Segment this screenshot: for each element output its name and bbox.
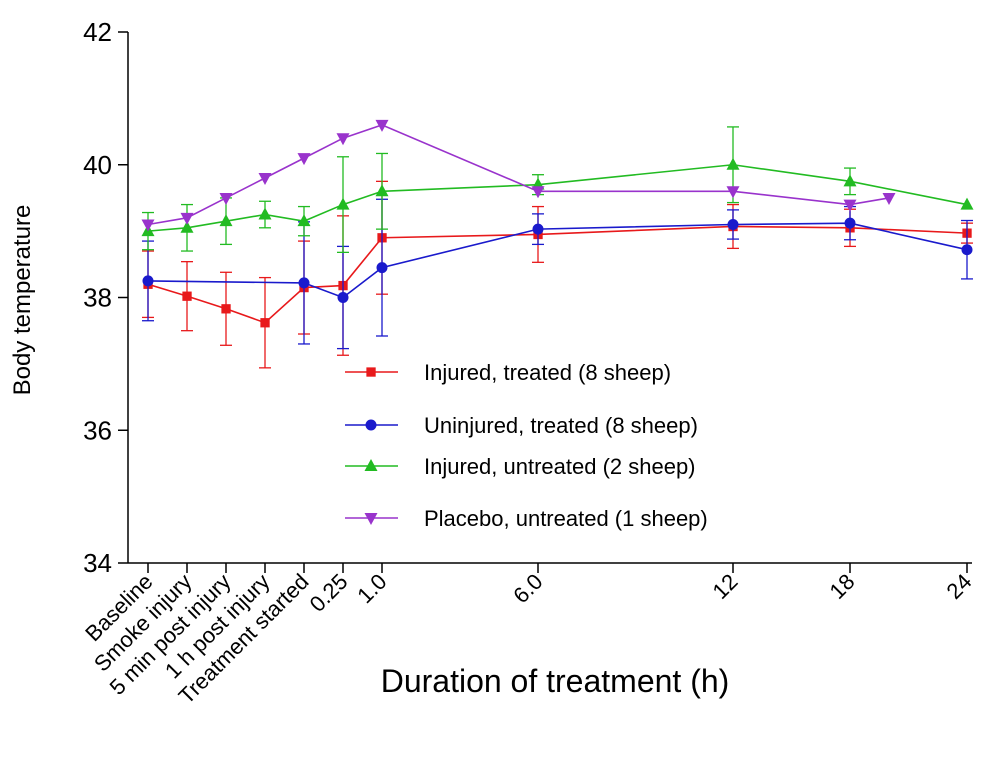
data-point — [182, 291, 192, 301]
legend-label: Uninjured, treated (8 sheep) — [424, 413, 698, 438]
series-line — [147, 225, 968, 324]
legend-label: Placebo, untreated (1 sheep) — [424, 506, 708, 531]
data-point — [297, 153, 311, 166]
data-point — [221, 304, 231, 314]
data-point — [726, 186, 740, 199]
data-point — [726, 157, 740, 170]
series-2 — [142, 198, 973, 350]
data-point — [180, 212, 194, 225]
data-point — [141, 219, 155, 232]
series-3 — [141, 126, 974, 254]
legend-marker — [366, 367, 376, 377]
data-point — [142, 275, 154, 287]
legend: Injured, treated (8 sheep) Uninjured, tre… — [345, 360, 708, 531]
data-point — [219, 192, 233, 205]
data-point — [298, 277, 310, 289]
y-tick-label: 38 — [83, 283, 112, 313]
data-point — [376, 262, 388, 274]
series-line — [147, 222, 968, 299]
x-tick-label: 18 — [825, 569, 860, 604]
data-point — [260, 318, 270, 328]
data-point — [727, 218, 739, 230]
series-4 — [141, 119, 896, 232]
data-point — [375, 119, 389, 132]
data-point — [531, 186, 545, 199]
data-point — [882, 192, 896, 205]
legend-entry: Placebo, untreated (1 sheep) — [345, 506, 708, 531]
legend-entry: Injured, untreated (2 sheep) — [345, 454, 696, 479]
y-axis-label: Body temperature — [9, 205, 36, 396]
data-point — [843, 174, 857, 187]
legend-label: Injured, untreated (2 sheep) — [424, 454, 696, 479]
y-tick-label: 36 — [83, 415, 112, 445]
legend-marker — [364, 513, 378, 525]
legend-marker — [365, 419, 377, 431]
data-point — [843, 199, 857, 212]
data-point — [375, 184, 389, 197]
legend-label: Injured, treated (8 sheep) — [424, 360, 671, 385]
series-layer — [141, 119, 974, 369]
data-point — [961, 244, 973, 256]
data-point — [844, 217, 856, 229]
data-point — [336, 133, 350, 146]
data-point — [532, 223, 544, 235]
data-point — [180, 220, 194, 233]
legend-entry: Injured, treated (8 sheep) — [345, 360, 671, 385]
legend-marker — [364, 459, 378, 471]
y-tick-label: 40 — [83, 150, 112, 180]
y-axis-ticks: 34 36 38 40 42 — [83, 17, 128, 578]
data-point — [219, 214, 233, 227]
x-tick-label: 0.25 — [305, 569, 353, 617]
x-tick-label: 24 — [942, 569, 977, 604]
data-point — [960, 197, 974, 210]
data-point — [297, 214, 311, 227]
data-point — [336, 197, 350, 210]
legend-entry: Uninjured, treated (8 sheep) — [345, 413, 698, 438]
data-point — [258, 173, 272, 186]
x-tick-label: 1.0 — [352, 569, 391, 608]
x-tick-label: 6.0 — [508, 569, 547, 608]
y-tick-label: 42 — [83, 17, 112, 47]
series-line — [147, 124, 890, 226]
data-point — [337, 292, 349, 303]
data-point — [258, 207, 272, 220]
axes — [127, 32, 972, 564]
y-tick-label: 34 — [83, 548, 112, 578]
x-axis-label: Duration of treatment (h) — [381, 663, 730, 699]
series-1 — [142, 180, 973, 369]
x-tick-label: 12 — [708, 569, 743, 604]
